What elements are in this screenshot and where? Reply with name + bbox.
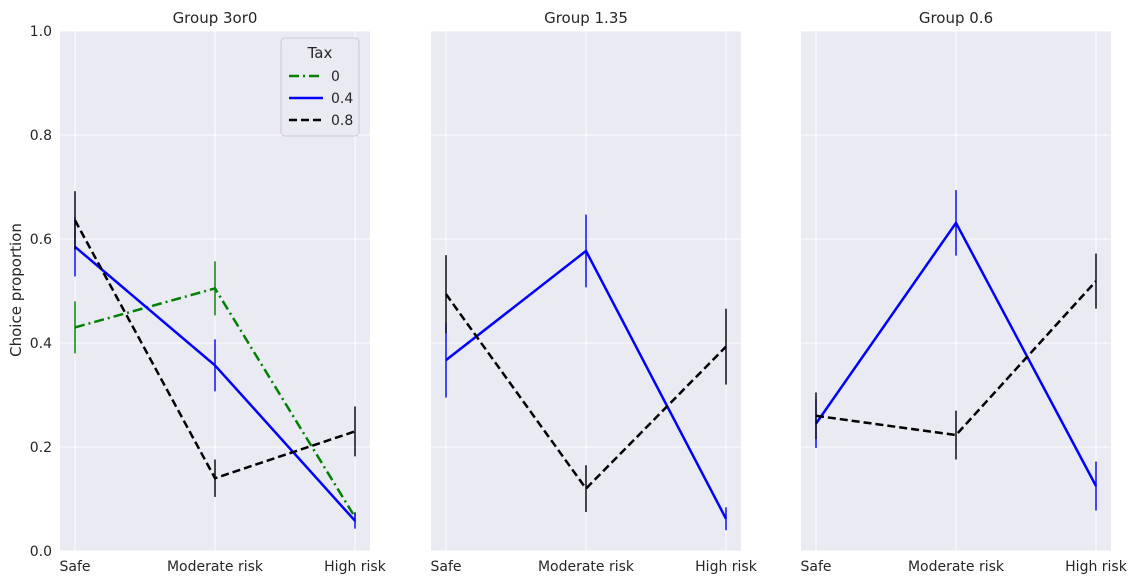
x-tick-label: Moderate risk (167, 559, 264, 575)
legend-frame (280, 37, 360, 137)
x-tick-label: Safe (430, 559, 461, 575)
panels-group: 0.0 0.2 0.4 0.6 0.8 1.0 Safe Moderate risk High … (30, 9, 1128, 575)
x-tick-label: Safe (800, 559, 831, 575)
y-tick-label: 0.8 (30, 128, 52, 144)
y-tick-label: 0.0 (30, 544, 52, 560)
legend: Tax 0 0.4 0.8 (280, 37, 360, 137)
legend-label: 0.4 (331, 91, 353, 107)
x-tick-label: High risk (1065, 559, 1128, 575)
legend-label: 0 (331, 69, 340, 85)
legend-label: 0.8 (331, 113, 353, 129)
y-tick-label: 0.4 (30, 336, 52, 352)
legend-title: Tax (307, 44, 333, 62)
series-line-0_8 (444, 293, 727, 491)
panel-title: Group 1.35 (544, 9, 628, 27)
x-tick-label: High risk (324, 559, 387, 575)
x-tick-label: Moderate risk (538, 559, 635, 575)
panel-title: Group 0.6 (919, 9, 993, 27)
y-axis-label: Choice proportion (7, 223, 25, 357)
panel-2: Safe Moderate risk High risk Group 1.35 (430, 9, 757, 575)
series-line-0_8 (815, 280, 1097, 437)
panel-title: Group 3or0 (173, 9, 258, 27)
y-tick-label: 0.2 (30, 440, 52, 456)
y-tick-label: 1.0 (30, 24, 52, 40)
x-tick-label: Safe (59, 559, 90, 575)
y-tick-label: 0.6 (30, 232, 52, 248)
x-tick-label: High risk (695, 559, 758, 575)
panel-3: Safe Moderate risk High risk Group 0.6 (800, 9, 1127, 575)
x-tick-label: Moderate risk (908, 559, 1005, 575)
